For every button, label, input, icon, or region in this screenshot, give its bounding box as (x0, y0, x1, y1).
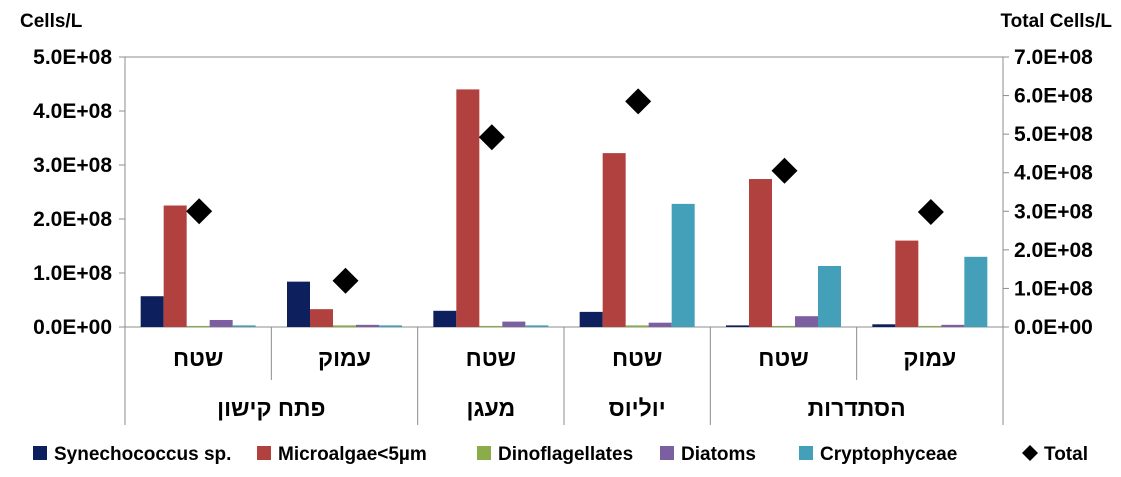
bar (456, 89, 480, 328)
bar (625, 325, 649, 327)
bar (648, 322, 672, 327)
right-tick-label: 4.0E+08 (1014, 162, 1093, 185)
left-tick-label: 5.0E+08 (33, 46, 112, 69)
axis-ticks: 0.0E+00 1.0E+08 2.0E+08 3.0E+08 4.0E+08 5.0E+… (33, 46, 1093, 339)
total-marker (917, 199, 944, 226)
plot-area-border (124, 56, 1004, 328)
station-label: הסתדרות (808, 395, 906, 421)
legend-label: Microalgae<5µm (278, 444, 427, 465)
bar (726, 325, 749, 327)
bar (502, 321, 526, 327)
right-axis-unit: Total Cells/L (1000, 11, 1112, 32)
left-axis-unit: Cells/L (20, 11, 83, 32)
depth-label: עמוק (903, 345, 956, 371)
left-tick-label: 4.0E+08 (33, 100, 112, 123)
left-tick-label: 3.0E+08 (33, 154, 112, 177)
left-tick-label: 0.0E+00 (33, 316, 112, 339)
bar (232, 325, 256, 327)
bar (579, 311, 603, 327)
depth-label: שטח (758, 345, 808, 371)
legend-swatch (660, 446, 674, 460)
depth-label: שטח (173, 345, 223, 371)
bar (872, 324, 896, 327)
bar (795, 316, 818, 327)
bar (602, 153, 626, 327)
station-label: יוליוס (609, 395, 666, 421)
right-tick-label: 6.0E+08 (1014, 85, 1093, 108)
bar (772, 325, 795, 327)
total-marker (478, 124, 505, 151)
legend-label: Dinoflagellates (498, 444, 633, 465)
right-tick-label: 2.0E+08 (1014, 239, 1093, 262)
bar (140, 296, 164, 327)
bar (163, 205, 187, 327)
legend-swatch (799, 446, 813, 460)
bar (186, 325, 210, 327)
bar (310, 309, 333, 327)
plot-frame (124, 56, 1004, 328)
bar (941, 324, 965, 327)
legend-label: Cryptophyceae (820, 444, 957, 465)
total-markers (186, 88, 944, 294)
bar (749, 179, 772, 327)
station-label: פתח קישון (217, 395, 325, 421)
right-tick-label: 5.0E+08 (1014, 123, 1093, 146)
legend-swatch (257, 446, 271, 460)
legend-swatch (33, 446, 47, 460)
legend-label: Synechococcus sp. (54, 444, 231, 465)
bar (287, 281, 310, 327)
legend: Synechococcus sp. Microalgae<5µm Dinoflage… (33, 444, 1088, 465)
right-tick-label: 7.0E+08 (1014, 46, 1093, 69)
bar (671, 203, 695, 327)
total-marker (771, 157, 798, 184)
depth-label: שטח (612, 345, 662, 371)
bar (479, 325, 503, 327)
legend-label: Diatoms (681, 444, 756, 465)
bar (895, 240, 919, 327)
bar (525, 325, 549, 327)
legend-swatch (477, 446, 491, 460)
category-labels: שטח עמוק שטח שטח שטח עמוק פתח קישון מעגן יוליוס ה… (124, 327, 1004, 425)
bars (140, 89, 988, 328)
bar (333, 325, 356, 327)
depth-label: שטח (466, 345, 516, 371)
right-tick-label: 3.0E+08 (1014, 200, 1093, 223)
station-label: מעגן (467, 395, 516, 421)
total-marker (186, 198, 213, 225)
depth-label: עמוק (318, 345, 371, 371)
bar (209, 319, 233, 327)
bar (818, 265, 841, 327)
total-marker (332, 267, 359, 294)
legend-total-marker (1022, 445, 1038, 461)
right-tick-label: 1.0E+08 (1014, 277, 1093, 300)
left-tick-label: 2.0E+08 (33, 208, 112, 231)
left-tick-label: 1.0E+08 (33, 262, 112, 285)
right-tick-label: 0.0E+00 (1014, 316, 1093, 339)
bar (433, 310, 457, 327)
bar (918, 325, 942, 327)
total-marker (625, 88, 652, 115)
legend-label: Total (1044, 444, 1088, 465)
bar (356, 324, 379, 327)
bar (964, 256, 988, 327)
bar (379, 325, 402, 327)
